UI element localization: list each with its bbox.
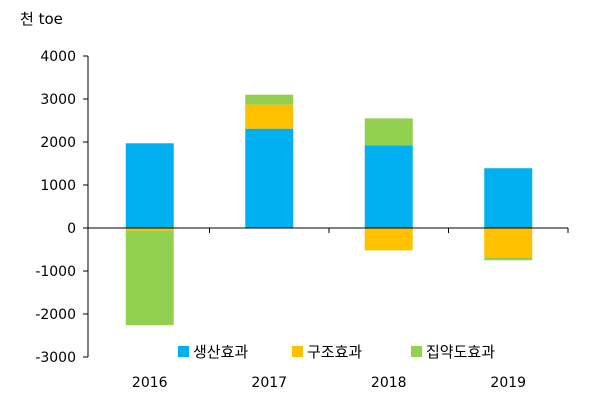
y-tick-label: 1000 <box>40 178 76 194</box>
x-labels-group: 2016 2017 2018 2019 <box>132 375 526 391</box>
x-tick-label: 2016 <box>132 375 168 391</box>
unit-label: 천 toe <box>20 10 63 28</box>
bar-2019-series-2 <box>484 257 533 261</box>
y-tick-label: -1000 <box>35 264 76 280</box>
bar-2018-series-2 <box>364 118 413 146</box>
legend-label-2: 집약도효과 <box>426 343 495 361</box>
bar-2016-series-1 <box>125 228 174 231</box>
bar-2018-series-1 <box>364 228 413 251</box>
x-tick-label: 2017 <box>251 375 287 391</box>
y-tick-label: -3000 <box>35 350 76 366</box>
legend-swatch-1 <box>292 346 303 357</box>
axes-group <box>87 56 569 357</box>
bars-group <box>125 94 533 326</box>
bar-2019-series-0 <box>484 168 533 228</box>
legend-swatch-2 <box>411 346 422 357</box>
y-tick-label: 0 <box>67 221 76 237</box>
legend-label-1: 구조효과 <box>307 343 362 361</box>
y-tick-label: 4000 <box>40 49 76 65</box>
bar-2017-series-2 <box>245 94 294 105</box>
bar-2017-series-1 <box>245 104 294 129</box>
bar-2016-series-2 <box>125 230 174 326</box>
y-tick-label: -2000 <box>35 307 76 323</box>
legend-swatch-0 <box>178 346 189 357</box>
bar-2017-series-0 <box>245 128 294 228</box>
x-tick-label: 2018 <box>371 375 407 391</box>
legend: 생산효과 구조효과 집약도효과 <box>178 343 495 361</box>
y-tick-label: 3000 <box>40 92 76 108</box>
bar-2019-series-1 <box>484 228 533 258</box>
legend-label-0: 생산효과 <box>193 343 248 361</box>
x-tick-label: 2019 <box>490 375 526 391</box>
bar-2016-series-0 <box>125 143 174 228</box>
y-tick-label: 2000 <box>40 135 76 151</box>
bar-2018-series-0 <box>364 145 413 228</box>
y-ticks-group: 4000 3000 2000 1000 0 -1000 -2000 -3000 <box>35 49 88 366</box>
